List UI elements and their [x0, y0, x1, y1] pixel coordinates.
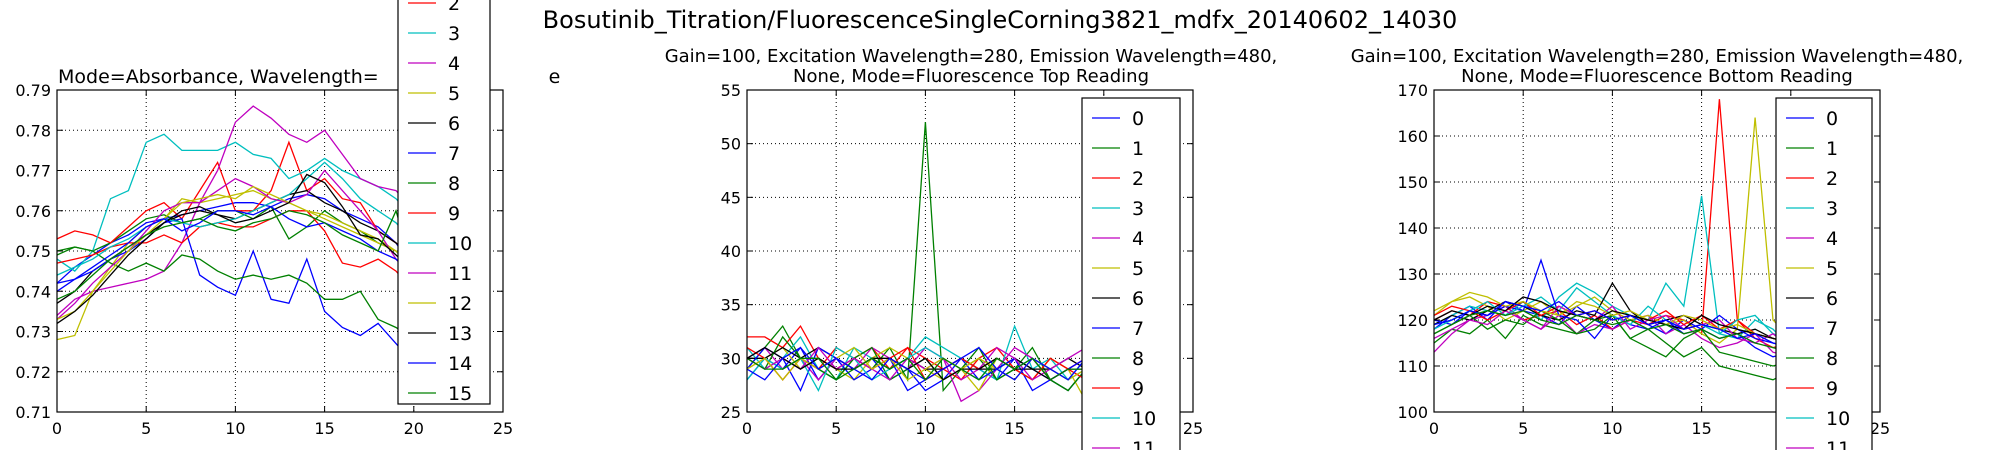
panel-fluorescence-bottom: Gain=100, Excitation Wavelength=280, Emi…: [1351, 46, 1964, 450]
panel-3-ytick-label-100: 100: [1397, 403, 1428, 422]
panel-1-ytick-label-0.77: 0.77: [15, 162, 51, 181]
panel-2-xtick-label-25: 25: [1183, 419, 1203, 438]
panel-3-legend-label-6: 6: [1826, 288, 1838, 310]
panel-1-legend-label-7: 7: [448, 143, 460, 165]
panel-3-axes-frame: [1433, 89, 1881, 413]
panel-absorbance: Mode=Absorbance, Wavelength= e 0 5 10 15 20 25…: [15, 0, 560, 438]
panel-2-legend-label-3: 3: [1132, 198, 1144, 220]
panel-3-legend-label-7: 7: [1826, 318, 1838, 340]
panel-2-title: Gain=100, Excitation Wavelength=280, Emi…: [665, 46, 1278, 67]
panel-1-legend-label-4: 4: [448, 53, 460, 75]
panel-2-subtitle: None, Mode=Fluorescence Top Reading: [793, 66, 1149, 87]
panel-2-legend-label-5: 5: [1132, 258, 1144, 280]
panel-1-legend-label-11: 11: [448, 263, 472, 285]
panel-2-legend-label-4: 4: [1132, 228, 1144, 250]
panel-3-ytick-label-160: 160: [1397, 127, 1428, 146]
panel-1-ytick-label-0.79: 0.79: [15, 81, 51, 100]
panel-1-xtick-label-20: 20: [404, 419, 424, 438]
panel-3-legend: 0 1 2 3 4 5 6 7 8 9 10 11: [1775, 97, 1873, 450]
panel-2-xtick-label-5: 5: [831, 419, 841, 438]
panel-1-ytick-label-0.74: 0.74: [15, 282, 51, 301]
panel-2-legend-label-2: 2: [1132, 168, 1144, 190]
panel-3-legend-label-3: 3: [1826, 198, 1838, 220]
panel-1-xtick-label-5: 5: [141, 419, 151, 438]
panel-1-legend-label-8: 8: [448, 173, 460, 195]
panel-2-ytick-label-30: 30: [721, 349, 741, 368]
panel-3-legend-label-0: 0: [1826, 108, 1838, 130]
panel-2-legend-label-11: 11: [1132, 438, 1156, 450]
panel-1-legend-label-2: 2: [448, 0, 460, 15]
panel-3-xtick-label-10: 10: [1602, 419, 1622, 438]
panel-2-legend: 0 1 2 3 4 5 6 7 8 9 10 11: [1081, 97, 1181, 450]
panel-fluorescence-top: Gain=100, Excitation Wavelength=280, Emi…: [665, 46, 1278, 450]
panel-2-legend-label-10: 10: [1132, 408, 1156, 430]
panel-3-ytick-label-110: 110: [1397, 357, 1428, 376]
panel-1-xtick-label-15: 15: [314, 419, 334, 438]
panel-2-ytick-label-25: 25: [721, 403, 741, 422]
panel-1-ytick-label-0.76: 0.76: [15, 202, 51, 221]
panel-2-legend-label-7: 7: [1132, 318, 1144, 340]
panel-2-legend-box: [1081, 97, 1181, 450]
panel-1-xtick-label-25: 25: [493, 419, 513, 438]
panel-2-xtick-label-0: 0: [742, 419, 752, 438]
panel-3-legend-label-11: 11: [1826, 438, 1850, 450]
panel-2-ytick-label-55: 55: [721, 81, 741, 100]
panel-2-legend-label-0: 0: [1132, 108, 1144, 130]
panel-2-ytick-label-35: 35: [721, 296, 741, 315]
panel-1-ytick-label-0.78: 0.78: [15, 121, 51, 140]
panel-1-title: Mode=Absorbance, Wavelength= e: [58, 66, 560, 88]
panel-3-legend-label-4: 4: [1826, 228, 1838, 250]
panel-1-ytick-label-0.75: 0.75: [15, 242, 51, 261]
panel-1-legend-label-12: 12: [448, 293, 472, 315]
panel-1-legend-box: [397, 0, 491, 405]
panel-2-xtick-label-15: 15: [1004, 419, 1024, 438]
panel-2-ytick-label-45: 45: [721, 188, 741, 207]
panel-1-legend-label-14: 14: [448, 353, 472, 375]
panel-3-legend-label-8: 8: [1826, 348, 1838, 370]
panel-3-legend-label-2: 2: [1826, 168, 1838, 190]
panel-1-legend-label-5: 5: [448, 83, 460, 105]
panel-1-legend-label-3: 3: [448, 23, 460, 45]
panel-3-ytick-label-150: 150: [1397, 173, 1428, 192]
panel-1-legend-label-9: 9: [448, 203, 460, 225]
panel-3-ytick-label-140: 140: [1397, 219, 1428, 238]
panel-2-ytick-label-40: 40: [721, 242, 741, 261]
panel-3-subtitle: None, Mode=Fluorescence Bottom Reading: [1461, 66, 1853, 87]
panel-3-xtick-label-0: 0: [1429, 419, 1439, 438]
panel-3-ytick-label-170: 170: [1397, 81, 1428, 100]
panel-1-legend-label-15: 15: [448, 383, 472, 405]
panel-1-ytick-label-0.72: 0.72: [15, 363, 51, 382]
figure-suptitle: Bosutinib_Titration/FluorescenceSingleCo…: [543, 6, 1458, 34]
panel-3-legend-label-5: 5: [1826, 258, 1838, 280]
panel-1-legend-label-6: 6: [448, 113, 460, 135]
panel-3-title: Gain=100, Excitation Wavelength=280, Emi…: [1351, 46, 1964, 67]
panel-1-xtick-label-0: 0: [52, 419, 62, 438]
panel-3-ytick-label-130: 130: [1397, 265, 1428, 284]
panel-3-ytick-label-120: 120: [1397, 311, 1428, 330]
panel-1-ytick-label-0.71: 0.71: [15, 403, 51, 422]
panel-1-legend: 2 3 4 5 6 7 8 9 10 11 12 13 14 15: [397, 0, 491, 405]
panel-2-legend-label-1: 1: [1132, 138, 1144, 160]
panel-2-legend-label-8: 8: [1132, 348, 1144, 370]
panel-2-ytick-label-50: 50: [721, 135, 741, 154]
panel-1-xtick-label-10: 10: [225, 419, 245, 438]
panel-2-legend-label-9: 9: [1132, 378, 1144, 400]
panel-3-xtick-label-15: 15: [1691, 419, 1711, 438]
panel-1-legend-label-10: 10: [448, 233, 472, 255]
panel-2-legend-label-6: 6: [1132, 288, 1144, 310]
panel-1-ytick-label-0.73: 0.73: [15, 323, 51, 342]
panel-3-legend-label-10: 10: [1826, 408, 1850, 430]
panel-3-legend-label-9: 9: [1826, 378, 1838, 400]
panel-1-legend-label-13: 13: [448, 323, 472, 345]
panel-3-legend-label-1: 1: [1826, 138, 1838, 160]
panel-3-legend-box: [1775, 97, 1873, 450]
panel-3-xtick-label-5: 5: [1518, 419, 1528, 438]
panel-3-xtick-label-25: 25: [1870, 419, 1890, 438]
panel-2-xtick-label-10: 10: [915, 419, 935, 438]
